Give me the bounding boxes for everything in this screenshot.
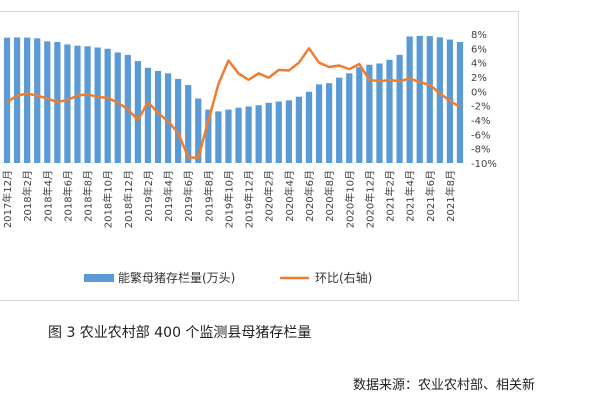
bar — [235, 107, 242, 163]
x-tick-label: 2020年4月 — [283, 170, 296, 222]
bar — [396, 54, 403, 163]
x-tick-label: 2021年8月 — [444, 170, 457, 222]
bar — [185, 84, 192, 163]
bar — [305, 91, 313, 163]
bar — [456, 41, 464, 163]
bar — [346, 73, 353, 163]
x-tick-label: 2021年2月 — [384, 170, 397, 222]
y2-tick-label: 0% — [471, 87, 487, 98]
x-tick-label: 2020年2月 — [263, 170, 276, 222]
bar — [215, 111, 222, 163]
legend-swatch-bar — [84, 274, 114, 282]
x-tick-label: 2019年12月 — [243, 170, 256, 228]
bar — [386, 59, 393, 163]
chart-frame: 8% 6% 4% 2% 0% -2% -4% -6% -8% -10% 2017年12月 2018年2… — [0, 11, 519, 301]
bar — [315, 84, 323, 163]
bar — [205, 109, 212, 163]
bar — [416, 35, 423, 164]
y2-tick-label: 8% — [471, 30, 487, 41]
bar — [104, 48, 111, 163]
figure-caption: 图 3 农业农村部 400 个监测县母猪存栏量 — [48, 325, 312, 341]
x-tick-label: 2020年8月 — [323, 170, 336, 222]
y2-tick-label: 2% — [471, 73, 487, 84]
x-tick-label: 2019年10月 — [222, 170, 235, 228]
bar — [265, 102, 272, 163]
bar — [255, 105, 262, 163]
bar — [195, 98, 202, 163]
bar — [94, 47, 101, 164]
x-tick-label: 2020年10月 — [343, 170, 356, 228]
y2-tick-label: -2% — [471, 102, 490, 113]
x-tick-label: 2018年12月 — [122, 170, 135, 228]
bar — [366, 64, 373, 163]
bar — [326, 83, 333, 163]
x-tick-label: 2018年10月 — [102, 170, 115, 228]
bar — [225, 109, 232, 163]
bar — [376, 63, 383, 163]
line-series-mom — [6, 47, 461, 160]
bar — [426, 36, 433, 164]
x-tick-label: 2018年2月 — [21, 170, 34, 222]
data-source-note: 数据来源：农业农村部、相关新 — [353, 378, 536, 393]
bar — [13, 37, 21, 163]
bar — [336, 77, 343, 163]
bar — [285, 100, 292, 163]
bar — [164, 73, 172, 163]
bar — [406, 36, 413, 163]
x-tick-label: 2019年8月 — [202, 170, 215, 222]
chart-plot: 8% 6% 4% 2% 0% -2% -4% -6% -8% -10% 2017年12月 2018年2… — [1, 30, 497, 285]
y2-tick-label: -10% — [471, 159, 497, 170]
x-tick-label: 2020年12月 — [363, 170, 376, 228]
x-tick-label: 2020年6月 — [303, 170, 316, 222]
bar — [154, 70, 162, 163]
bar — [34, 38, 41, 163]
x-tick-label: 2019年6月 — [182, 170, 195, 222]
bar — [3, 37, 11, 163]
x-tick-label: 2018年4月 — [41, 170, 54, 222]
legend-label-bar: 能繁母猪存栏量(万头) — [118, 270, 235, 285]
x-tick-label: 2017年12月 — [1, 170, 14, 228]
bar — [84, 46, 91, 163]
x-tick-label: 2018年8月 — [82, 170, 95, 222]
x-tick-label: 2018年6月 — [61, 170, 74, 222]
x-tick-label: 2021年4月 — [404, 170, 417, 222]
bar — [24, 37, 31, 163]
bar — [64, 44, 71, 163]
bar — [44, 41, 51, 163]
x-tick-label: 2019年2月 — [142, 170, 155, 222]
x-tick-label: 2019年4月 — [162, 170, 175, 222]
bar — [275, 101, 282, 163]
bar — [144, 67, 152, 163]
bar — [356, 67, 363, 163]
bar — [436, 37, 443, 163]
bar — [295, 96, 303, 163]
legend-label-line: 环比(右轴) — [315, 270, 372, 285]
bar — [245, 106, 252, 163]
bar — [114, 52, 121, 163]
y2-tick-label: 4% — [471, 59, 487, 70]
x-tick-label: 2021年6月 — [424, 170, 437, 222]
y2-tick-label: -6% — [471, 130, 490, 141]
bar — [134, 61, 141, 163]
y2-tick-label: 6% — [471, 44, 487, 55]
bar — [74, 45, 81, 163]
y2-tick-label: -4% — [471, 116, 490, 127]
y2-tick-label: -8% — [471, 145, 490, 156]
bar — [175, 78, 182, 163]
